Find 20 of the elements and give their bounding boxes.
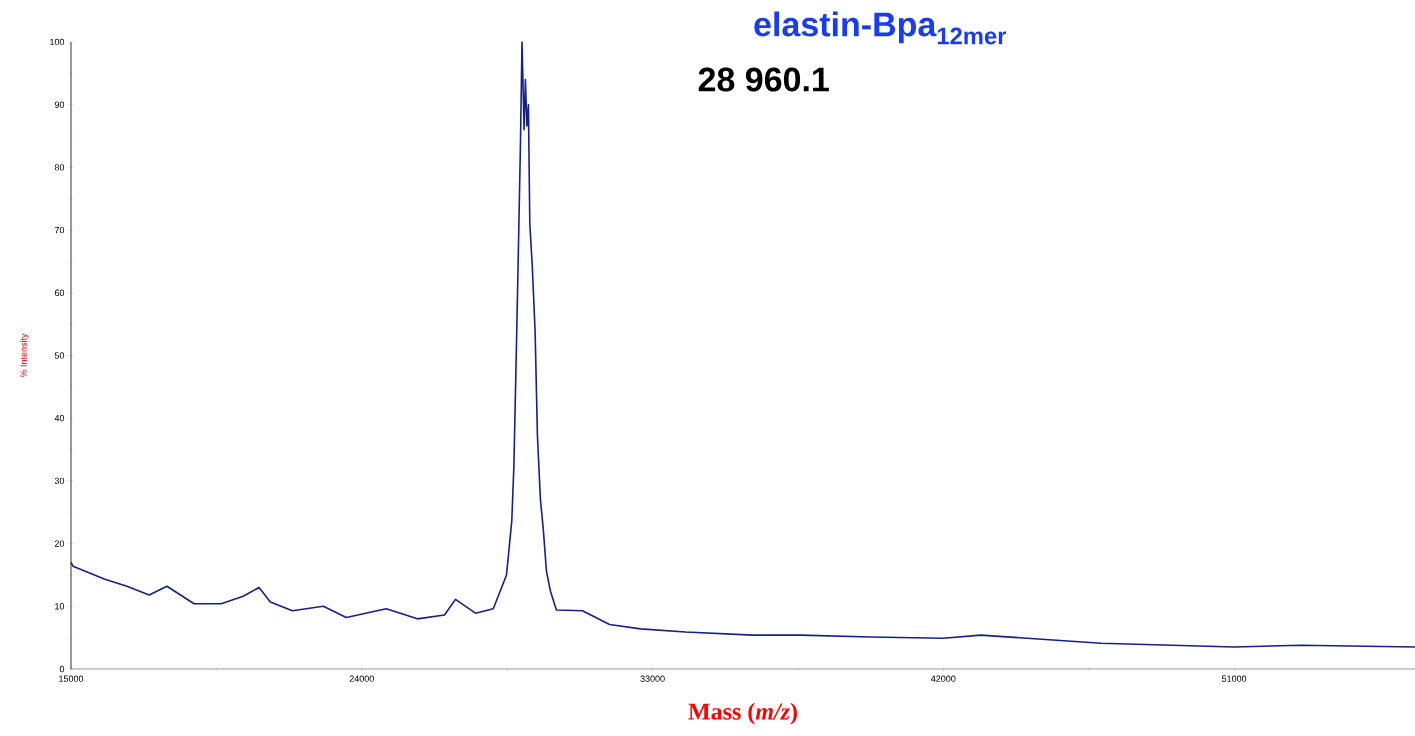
x-axis-title: Mass (m/z) — [688, 702, 797, 725]
y-tick-label: 20 — [54, 540, 65, 547]
chart-title: elastin-Bpa$_{12mer}$ — [754, 11, 1007, 45]
x-tick-label: 51000 — [1221, 675, 1247, 682]
x-tick-label: 15000 — [59, 675, 84, 682]
y-tick-label: 100 — [50, 38, 65, 46]
y-tick-label: 10 — [55, 603, 65, 610]
annotation: 28 960.1 — [698, 67, 829, 92]
y-tick-label: 50 — [54, 352, 65, 359]
y-tick-label: 40 — [54, 415, 65, 422]
x-tick-label: 42000 — [931, 675, 956, 682]
y-tick-label: 80 — [54, 164, 65, 171]
x-tick-label: 33000 — [640, 675, 665, 682]
y-tick-label: 60 — [54, 289, 65, 296]
y-tick-label: 30 — [54, 477, 65, 485]
y-tick-label: 90 — [54, 101, 65, 108]
y-tick-label: 0 — [59, 665, 65, 673]
y-axis-title: % Intensity — [20, 333, 29, 378]
y-tick-label: 70 — [54, 226, 65, 234]
x-tick-label: 24000 — [349, 675, 374, 682]
